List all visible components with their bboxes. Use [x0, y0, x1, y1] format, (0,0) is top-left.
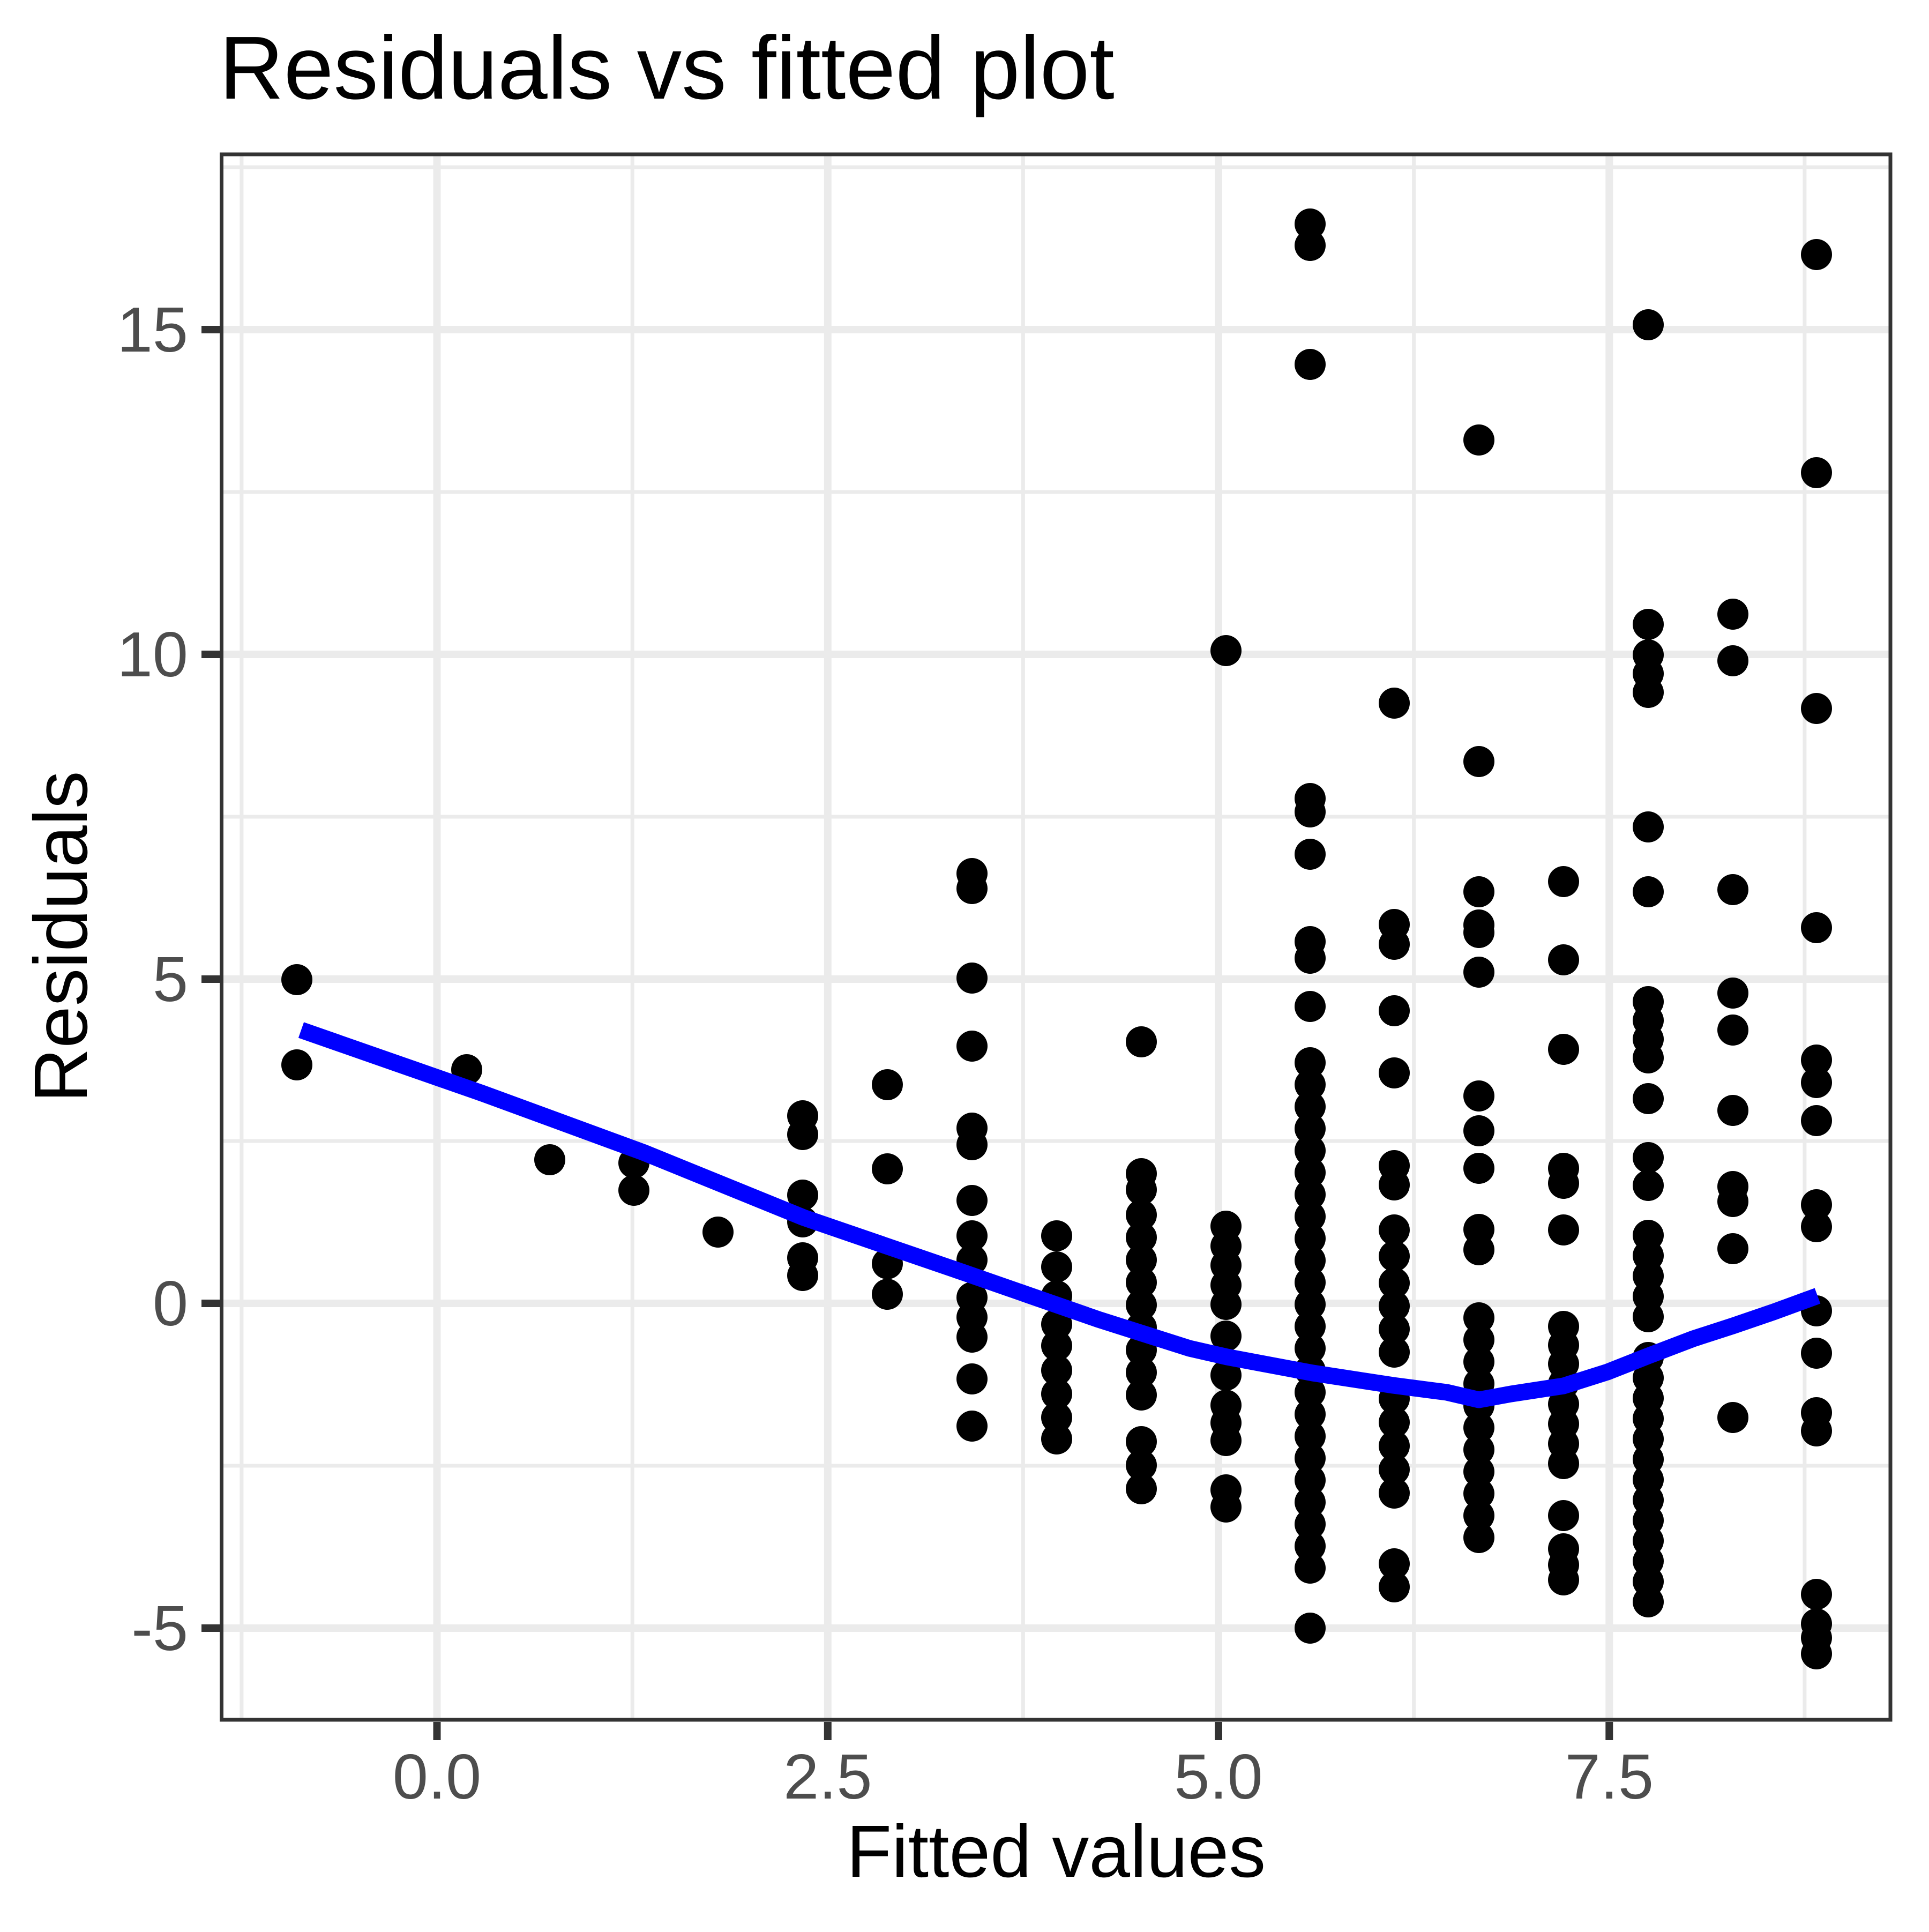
svg-text:5.0: 5.0 [1174, 1741, 1262, 1812]
svg-text:7.5: 7.5 [1565, 1741, 1654, 1812]
svg-text:10: 10 [117, 619, 188, 690]
svg-text:-5: -5 [131, 1593, 188, 1664]
svg-text:Fitted values: Fitted values [847, 1810, 1266, 1893]
svg-text:0.0: 0.0 [393, 1741, 481, 1812]
svg-text:Residuals vs fitted plot: Residuals vs fitted plot [219, 18, 1115, 118]
svg-text:0: 0 [153, 1268, 188, 1339]
svg-text:5: 5 [153, 944, 188, 1015]
svg-text:2.5: 2.5 [783, 1741, 872, 1812]
svg-text:15: 15 [117, 294, 188, 365]
svg-text:Residuals: Residuals [18, 771, 103, 1102]
